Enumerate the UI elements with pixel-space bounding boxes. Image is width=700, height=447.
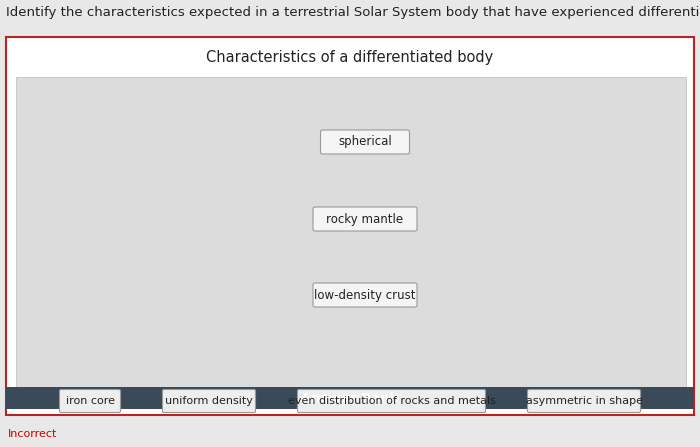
FancyBboxPatch shape — [298, 389, 486, 413]
FancyBboxPatch shape — [6, 387, 694, 409]
FancyBboxPatch shape — [60, 389, 120, 413]
Text: rocky mantle: rocky mantle — [326, 212, 404, 225]
Text: Identify the characteristics expected in a terrestrial Solar System body that ha: Identify the characteristics expected in… — [6, 6, 700, 19]
Text: uniform density: uniform density — [165, 396, 253, 406]
Text: Characteristics of a differentiated body: Characteristics of a differentiated body — [206, 50, 494, 65]
FancyBboxPatch shape — [16, 77, 686, 387]
Text: Answer Bank: Answer Bank — [301, 392, 399, 405]
FancyBboxPatch shape — [162, 389, 256, 413]
FancyBboxPatch shape — [313, 283, 417, 307]
Text: low-density crust: low-density crust — [314, 288, 416, 301]
Text: asymmetric in shape: asymmetric in shape — [526, 396, 643, 406]
FancyBboxPatch shape — [528, 389, 640, 413]
Text: iron core: iron core — [66, 396, 115, 406]
FancyBboxPatch shape — [313, 207, 417, 231]
Text: spherical: spherical — [338, 135, 392, 148]
FancyBboxPatch shape — [6, 37, 694, 415]
FancyBboxPatch shape — [321, 130, 410, 154]
Text: Incorrect: Incorrect — [8, 429, 57, 439]
Text: even distribution of rocks and metals: even distribution of rocks and metals — [288, 396, 496, 406]
